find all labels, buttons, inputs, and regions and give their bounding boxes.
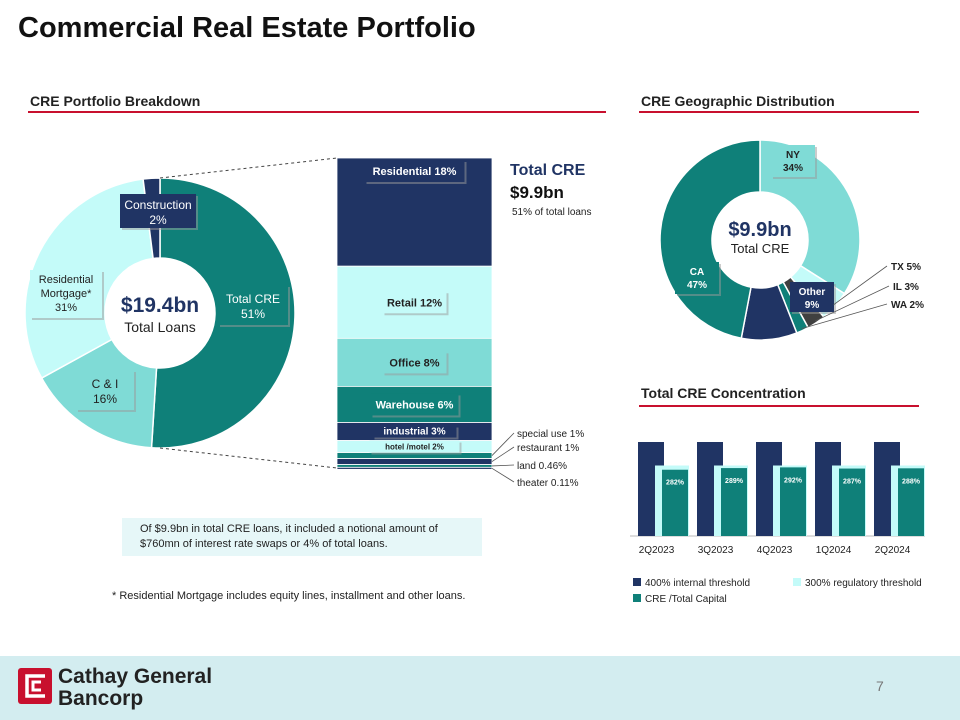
connector-line-bottom bbox=[159, 447, 338, 469]
donut2-leader-2 bbox=[814, 285, 890, 322]
footer-band bbox=[0, 656, 960, 720]
conc-x-tick-label-2: 4Q2023 bbox=[757, 545, 793, 556]
cre-total-value: $9.9bn bbox=[510, 183, 564, 202]
divider bbox=[639, 111, 919, 113]
donut2-slice-label-0: NY bbox=[786, 150, 800, 161]
donut1-label-box-3 bbox=[120, 194, 196, 228]
connector-line-top bbox=[159, 157, 338, 179]
section-title-breakdown: CRE Portfolio Breakdown bbox=[30, 93, 201, 109]
conc-x-tick-label-1: 3Q2023 bbox=[698, 545, 734, 556]
cre-bar-leader-9 bbox=[491, 467, 515, 483]
donut1-hole bbox=[105, 258, 215, 368]
conc-bar-cre-0 bbox=[662, 469, 688, 536]
donut1-slice-label-1: C & I bbox=[92, 377, 119, 391]
donut2-label-box-0 bbox=[771, 145, 815, 177]
donut1-label-box-2 bbox=[30, 270, 102, 318]
conc-bar-value-label-0: 282% bbox=[666, 480, 685, 487]
cathay-logo-icon bbox=[18, 668, 52, 704]
donut1-slice-label-2: Residential bbox=[39, 274, 93, 286]
donut2-center-label: Total CRE bbox=[731, 241, 790, 256]
cre-bar-label-box-4 bbox=[372, 425, 457, 438]
donut2-label-box-4 bbox=[790, 282, 834, 312]
conc-bar-value-label-3: 287% bbox=[843, 479, 862, 486]
logo-line-2: Bancorp bbox=[58, 687, 144, 710]
cre-bar-label-2: Office 8% bbox=[389, 357, 439, 369]
logo-line-1: Cathay General bbox=[58, 665, 213, 688]
conc-legend-label-1: 300% regulatory threshold bbox=[805, 578, 922, 589]
donut2-slice-label-5: CA bbox=[690, 267, 704, 278]
cre-bar-label-box-0 bbox=[364, 160, 465, 182]
donut1-slice-label-2-b: Mortgage* bbox=[41, 288, 92, 300]
cre-bar-outside-label-9: theater 0.11% bbox=[517, 478, 579, 489]
donut1-center-label: Total Loans bbox=[124, 319, 196, 335]
donut1-label-box-1 bbox=[76, 370, 134, 410]
cre-bar-label-0: Residential 18% bbox=[373, 166, 457, 178]
conc-bar-value-label-1: 289% bbox=[725, 478, 744, 485]
section-title-geographic: CRE Geographic Distribution bbox=[641, 93, 835, 109]
conc-legend-swatch-1 bbox=[793, 578, 801, 586]
conc-bar-value-label-4: 288% bbox=[902, 478, 921, 485]
conc-x-tick-label-4: 2Q2024 bbox=[875, 545, 911, 556]
donut1-slice-pct-0: 51% bbox=[241, 307, 265, 321]
donut2-hole bbox=[712, 192, 808, 288]
cre-total-subtitle: 51% of total loans bbox=[512, 207, 592, 218]
conc-legend-label-2: CRE /Total Capital bbox=[645, 594, 727, 605]
donut1-slice-label-3: Construction bbox=[124, 198, 191, 212]
cre-bar-label-box-3 bbox=[370, 393, 459, 416]
page-number: 7 bbox=[876, 678, 884, 694]
cre-bar-leader-6 bbox=[491, 432, 515, 456]
company-logo-text: Cathay General Bancorp bbox=[58, 666, 212, 710]
cre-bar-leader-8 bbox=[491, 464, 515, 467]
cre-bar-label-4: industrial 3% bbox=[383, 427, 445, 438]
donut2-slice-pct-4: 9% bbox=[805, 300, 820, 311]
conc-bar-value-label-2: 292% bbox=[784, 477, 803, 484]
cre-bar-label-5: hotel /motel 2% bbox=[385, 443, 444, 452]
cre-bar-label-1: Retail 12% bbox=[387, 297, 442, 309]
donut2-outside-label-2: IL 3% bbox=[893, 282, 919, 293]
donut2-outside-label-3: WA 2% bbox=[891, 300, 924, 311]
divider bbox=[28, 111, 606, 113]
cre-bar-segment-8 bbox=[336, 464, 493, 468]
cre-bar-outside-label-7: restaurant 1% bbox=[517, 443, 579, 454]
donut1-slice-pct-2: 31% bbox=[55, 302, 77, 314]
donut2-slice-pct-5: 47% bbox=[687, 280, 707, 291]
cre-bar-label-box-5 bbox=[369, 440, 460, 453]
conc-x-tick-label-0: 2Q2023 bbox=[639, 545, 675, 556]
conc-x-tick-label-3: 1Q2024 bbox=[816, 545, 852, 556]
cre-bar-leader-7 bbox=[491, 446, 515, 462]
cre-total-title: Total CRE bbox=[510, 162, 586, 179]
cre-bar-label-box-2 bbox=[382, 351, 447, 374]
conc-legend-label-0: 400% internal threshold bbox=[645, 578, 750, 589]
cre-bar-label-box-1 bbox=[382, 291, 447, 314]
donut2-slice-pct-0: 34% bbox=[783, 163, 803, 174]
conc-bar-cre-4 bbox=[898, 468, 924, 536]
cre-bar-outside-label-6: special use 1% bbox=[517, 429, 584, 440]
conc-bar-cre-3 bbox=[839, 468, 865, 536]
donut1-slice-pct-1: 16% bbox=[93, 392, 117, 406]
donut2-center-value: $9.9bn bbox=[728, 219, 791, 241]
conc-bar-cre-2 bbox=[780, 467, 806, 536]
conc-legend-swatch-2 bbox=[633, 594, 641, 602]
conc-bar-cre-1 bbox=[721, 468, 747, 536]
cre-bar-label-3: Warehouse 6% bbox=[376, 399, 454, 411]
donut1-label-box-0 bbox=[218, 285, 288, 325]
cre-bar-segment-9 bbox=[336, 466, 493, 470]
footnote: * Residential Mortgage includes equity l… bbox=[112, 590, 466, 602]
section-title-concentration: Total CRE Concentration bbox=[641, 385, 806, 401]
swap-callout: Of $9.9bn in total CRE loans, it include… bbox=[122, 518, 482, 556]
cre-bar-segment-7 bbox=[336, 458, 493, 465]
donut2-leader-3 bbox=[801, 303, 888, 330]
donut2-outside-label-1: TX 5% bbox=[891, 262, 921, 273]
donut1-center-value: $19.4bn bbox=[121, 294, 199, 317]
divider bbox=[639, 405, 919, 407]
cre-bar-outside-label-8: land 0.46% bbox=[517, 461, 567, 472]
donut2-label-box-5 bbox=[675, 262, 719, 294]
page-title: Commercial Real Estate Portfolio bbox=[18, 12, 476, 44]
donut2-slice-label-4: Other bbox=[799, 287, 826, 298]
conc-legend-swatch-0 bbox=[633, 578, 641, 586]
donut2-leader-1 bbox=[833, 265, 888, 306]
donut1-slice-label-0: Total CRE bbox=[226, 292, 280, 306]
donut1-slice-pct-3: 2% bbox=[149, 213, 167, 227]
